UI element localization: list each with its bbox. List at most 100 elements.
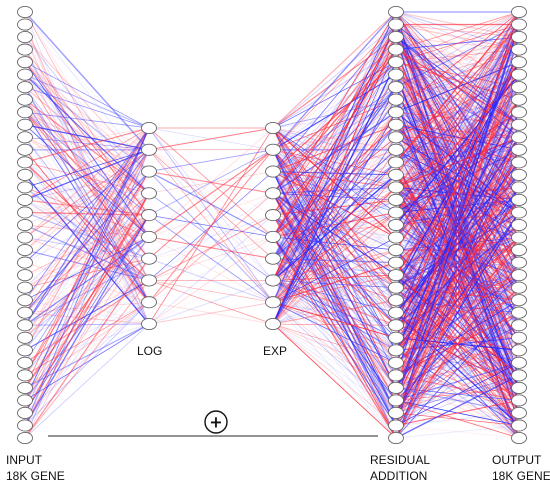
edge-input-to-log: [24, 214, 150, 289]
edge-input-to-log: [24, 186, 150, 281]
output-node: [511, 156, 527, 169]
edge-exp-to-residual: [272, 214, 397, 313]
edge-exp-to-residual: [272, 86, 397, 260]
edge-input-to-log: [24, 301, 150, 401]
edge-exp-to-residual: [272, 187, 397, 303]
edge-exp-to-residual: [272, 214, 397, 289]
edge-input-to-log: [24, 280, 150, 439]
edge-residual-to-output: [395, 11, 520, 363]
edge-input-to-log: [24, 149, 150, 263]
edge-input-to-log: [24, 236, 150, 289]
log-node: [141, 121, 157, 135]
edge-input-to-log: [24, 61, 150, 238]
edge-input-to-log: [24, 137, 150, 216]
edge-input-to-log: [24, 127, 150, 351]
edge-exp-to-residual: [272, 301, 397, 364]
edge-exp-to-residual: [272, 258, 397, 264]
edge-residual-to-output: [395, 11, 520, 88]
edge-input-to-log: [24, 171, 150, 363]
edge-exp-to-residual: [272, 199, 397, 281]
output-node: [511, 356, 527, 369]
edge-input-to-log: [24, 274, 150, 303]
edge-log-to-exp: [148, 280, 274, 303]
edge-input-to-log: [24, 161, 150, 281]
edge-residual-to-output: [395, 11, 520, 301]
edge-exp-to-residual: [272, 61, 397, 281]
edge-exp-to-residual: [272, 287, 397, 325]
edge-input-to-log: [24, 127, 150, 339]
edge-residual-to-output: [395, 36, 520, 401]
edge-exp-to-residual: [272, 11, 397, 325]
edge-layer: [24, 11, 520, 439]
edge-log-to-exp: [148, 127, 274, 151]
edge-exp-to-residual: [272, 187, 397, 238]
edge-residual-to-output: [395, 374, 520, 426]
edge-residual-to-output: [395, 49, 520, 263]
edge-log-to-exp: [148, 149, 274, 238]
edge-exp-to-residual: [272, 149, 397, 216]
edge-exp-to-residual: [272, 127, 397, 389]
edge-exp-to-residual: [272, 11, 397, 259]
log-label: LOG: [137, 343, 162, 359]
edge-input-to-log: [24, 187, 150, 303]
input-node: [17, 218, 33, 232]
edge-exp-to-residual: [272, 112, 397, 259]
edge-exp-to-residual: [272, 127, 397, 151]
exp-node: [265, 230, 281, 243]
edge-residual-to-output: [395, 11, 520, 163]
edge-exp-to-residual: [272, 86, 397, 172]
input-node: [17, 143, 33, 156]
edge-exp-to-residual: [272, 280, 397, 426]
edge-input-to-log: [24, 24, 150, 303]
edge-exp-to-residual: [272, 87, 397, 303]
edge-residual-to-output: [395, 11, 520, 201]
output-node: [511, 331, 527, 344]
edge-residual-to-output: [395, 49, 520, 100]
edge-log-to-exp: [148, 193, 274, 281]
edge-input-to-log: [24, 111, 150, 129]
residual-node: [388, 31, 404, 44]
edge-exp-to-residual: [272, 171, 397, 276]
edge-residual-to-output: [395, 112, 520, 376]
edge-exp-to-residual: [272, 262, 397, 281]
edge-exp-to-residual: [272, 149, 397, 389]
edge-exp-to-residual: [272, 112, 397, 238]
edge-exp-to-residual: [272, 192, 397, 226]
edge-input-to-log: [24, 174, 150, 303]
output-node: [511, 31, 527, 44]
input-node: [17, 331, 33, 344]
edge-input-to-log: [24, 127, 150, 163]
input-node: [17, 356, 33, 369]
edge-input-to-log: [24, 149, 150, 339]
edge-exp-to-residual: [272, 24, 397, 259]
edge-input-to-log: [24, 237, 150, 260]
edge-input-to-log: [24, 279, 150, 364]
output-label-line1: OUTPUT: [492, 453, 542, 467]
edge-input-to-log: [24, 112, 150, 281]
edge-input-to-log: [24, 174, 150, 325]
residual-node: [388, 369, 404, 382]
edge-exp-to-residual: [272, 174, 397, 194]
edge-residual-to-output: [395, 62, 520, 401]
edge-residual-to-output: [395, 187, 520, 439]
edge-input-to-log: [24, 149, 150, 251]
edge-input-to-log: [24, 149, 150, 188]
residual-label: RESIDUAL ADDITION: [370, 452, 430, 484]
input-node: [17, 269, 33, 282]
edge-input-to-log: [24, 49, 150, 216]
edge-input-to-log: [24, 11, 150, 172]
edge-input-to-log: [24, 299, 150, 325]
edge-exp-to-residual: [272, 301, 397, 351]
edge-input-to-log: [24, 137, 150, 151]
edge-log-to-exp: [148, 279, 274, 325]
plus-operator-circle: [204, 410, 228, 434]
edge-input-to-log: [24, 127, 150, 426]
edge-residual-to-output: [395, 149, 520, 439]
edge-log-to-exp: [148, 193, 274, 281]
residual-node: [388, 269, 404, 282]
edge-exp-to-residual: [272, 149, 397, 439]
edge-input-to-log: [24, 236, 150, 326]
edge-input-to-log: [24, 312, 150, 325]
edge-input-to-log: [24, 236, 150, 339]
